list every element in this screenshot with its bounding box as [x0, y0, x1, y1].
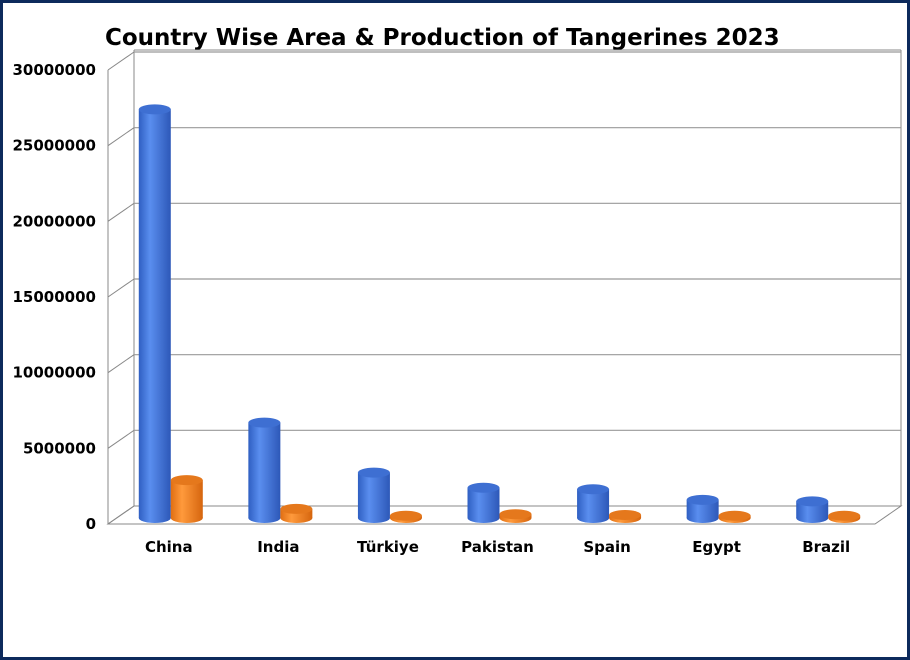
bar-series2-spain: [609, 509, 642, 523]
bar-top: [577, 484, 610, 495]
y-tick-label: 10000000: [13, 364, 97, 382]
y-tick-label: 25000000: [13, 137, 97, 155]
y-tick-label: 15000000: [13, 288, 97, 306]
bar-series2-trkiye: [389, 510, 422, 523]
bar-top: [467, 482, 500, 493]
side-wall-gridline: [107, 429, 135, 449]
bar-series2-pakistan: [499, 509, 532, 523]
bar-series2-egypt: [718, 510, 751, 523]
chart-title: Country Wise Area & Production of Tanger…: [105, 25, 780, 51]
x-tick-label: China: [145, 538, 193, 556]
bar-body: [170, 480, 203, 518]
bar-top: [280, 503, 313, 514]
y-tick-label: 20000000: [13, 212, 97, 230]
bar-series1-egypt: [686, 494, 719, 523]
bar-body: [138, 109, 171, 519]
x-tick-label: India: [257, 538, 299, 556]
x-tick-label: Spain: [583, 538, 630, 556]
bar-body: [248, 422, 281, 518]
bar-top: [170, 475, 203, 486]
side-wall-gridline: [107, 278, 135, 298]
bar-top: [248, 417, 281, 428]
bar-series1-spain: [577, 484, 610, 523]
y-tick-label: 30000000: [13, 61, 97, 79]
bar-top: [796, 496, 829, 507]
side-wall-gridline: [107, 127, 135, 147]
bar-top: [499, 509, 532, 520]
bar-series1-china: [138, 104, 171, 523]
bar-series1-india: [248, 417, 281, 523]
bar-series2-brazil: [828, 510, 861, 523]
bar-series2-china: [170, 475, 203, 523]
bar-body: [467, 487, 500, 518]
x-tick-label: Egypt: [692, 538, 741, 556]
side-wall-gridline: [107, 51, 135, 71]
bar-top: [686, 494, 719, 505]
bar-top: [138, 104, 171, 115]
y-tick-label: 5000000: [23, 439, 96, 457]
bar-body: [686, 499, 719, 518]
bar-top: [718, 510, 751, 521]
bar-top: [609, 509, 642, 520]
bar-series2-india: [280, 503, 313, 523]
side-wall-gridline: [107, 354, 135, 374]
bar-top: [828, 510, 861, 521]
bar-top: [357, 467, 390, 478]
bar-top: [389, 510, 422, 521]
bar-series1-brazil: [796, 496, 829, 523]
side-wall-gridline: [107, 505, 135, 525]
x-tick-label: Brazil: [802, 538, 850, 556]
x-tick-label: Pakistan: [461, 538, 534, 556]
y-tick-label: 0: [86, 515, 96, 533]
bar-series1-pakistan: [467, 482, 500, 523]
side-wall-gridline: [107, 202, 135, 222]
bar-body: [357, 472, 390, 518]
x-tick-label: Türkiye: [357, 538, 419, 556]
bar-series1-trkiye: [357, 467, 390, 523]
